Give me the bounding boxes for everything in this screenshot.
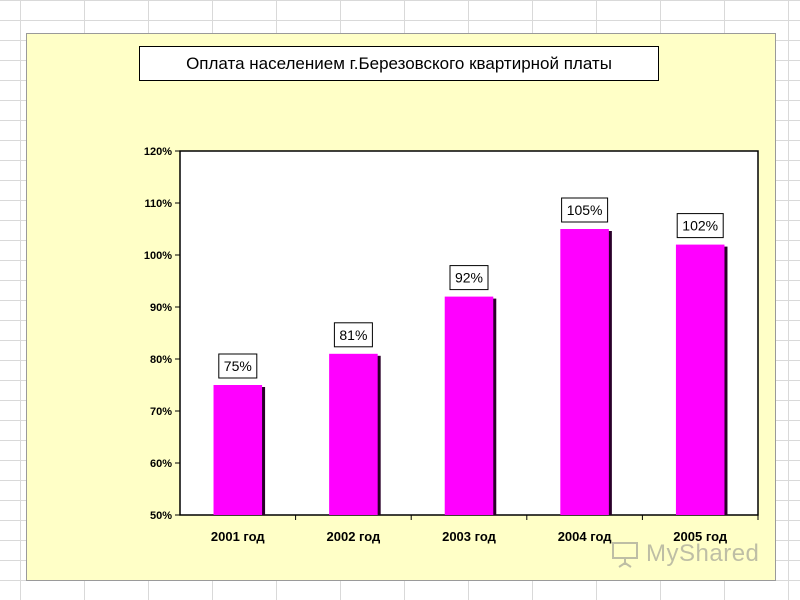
bar [675,244,725,515]
y-tick-label: 70% [150,406,172,418]
watermark-text: MyShared [646,540,760,567]
bar [329,353,378,515]
chart-title: Оплата населением г.Березовского квартир… [139,46,659,81]
data-label-box [218,353,258,379]
category-label: 2004 год [558,529,613,544]
data-label-box [561,197,609,223]
data-label: 92% [455,270,483,286]
watermark: MyShared [610,536,770,572]
data-label-box [449,265,489,291]
y-tick-label: 100% [144,250,172,262]
data-label: 105% [567,202,603,218]
data-label: 81% [339,327,367,343]
data-label: 75% [224,358,252,374]
category-label: 2001 год [211,529,266,544]
category-label: 2002 год [327,529,382,544]
y-tick-label: 90% [150,302,172,314]
data-label-box [333,322,373,348]
y-tick-label: 80% [150,354,172,366]
y-tick-label: 50% [150,510,172,522]
category-label: 2003 год [442,529,497,544]
y-tick-label: 60% [150,458,172,470]
category-label: 2005 год [673,529,728,544]
bar [560,229,609,515]
y-tick-label: 120% [144,146,172,158]
bar [444,296,494,515]
bar [213,385,263,515]
data-label: 102% [682,218,718,234]
data-label-box [676,213,724,239]
y-tick-label: 110% [144,198,172,210]
presentation-board-icon [612,542,638,568]
